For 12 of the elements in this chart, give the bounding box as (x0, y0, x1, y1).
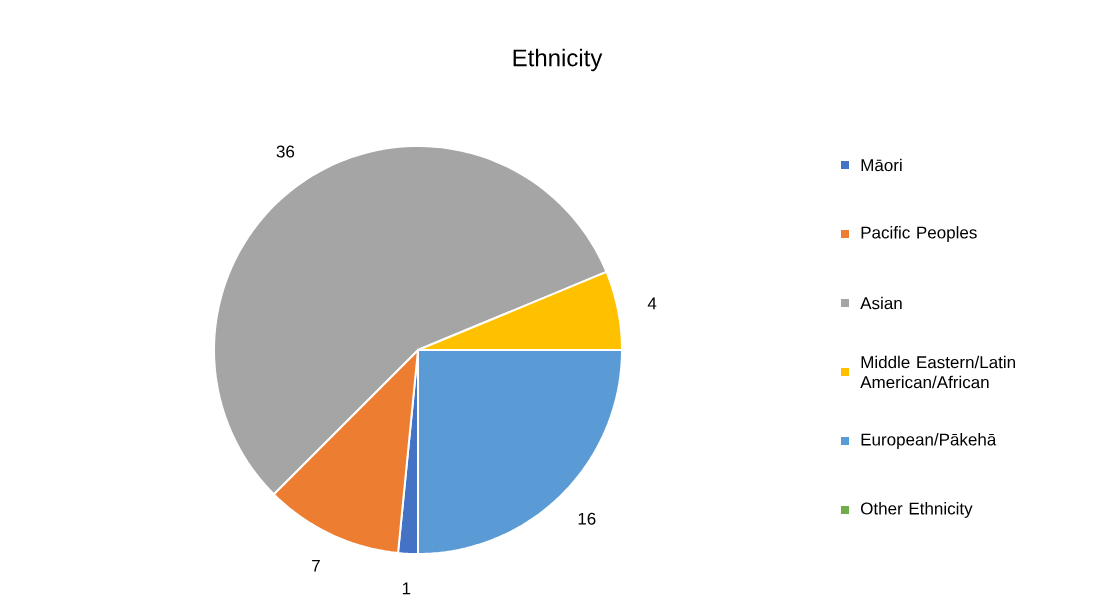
chart-title: Ethnicity (513, 48, 603, 72)
legend-label: Other Ethnicity (861, 502, 973, 518)
data-label: 36 (276, 145, 295, 158)
legend-label: Middle Eastern/Latin American/African (860, 355, 1015, 389)
legend-label: Pacific Peoples (861, 226, 977, 242)
data-label: 1 (402, 582, 411, 595)
data-label: 4 (647, 297, 657, 310)
legend-label: Asian (860, 296, 902, 310)
data-label: 16 (578, 512, 596, 525)
data-label: 7 (312, 559, 320, 572)
legend-label: European/Pākehā (861, 433, 997, 449)
legend-label: Māori (861, 158, 902, 172)
